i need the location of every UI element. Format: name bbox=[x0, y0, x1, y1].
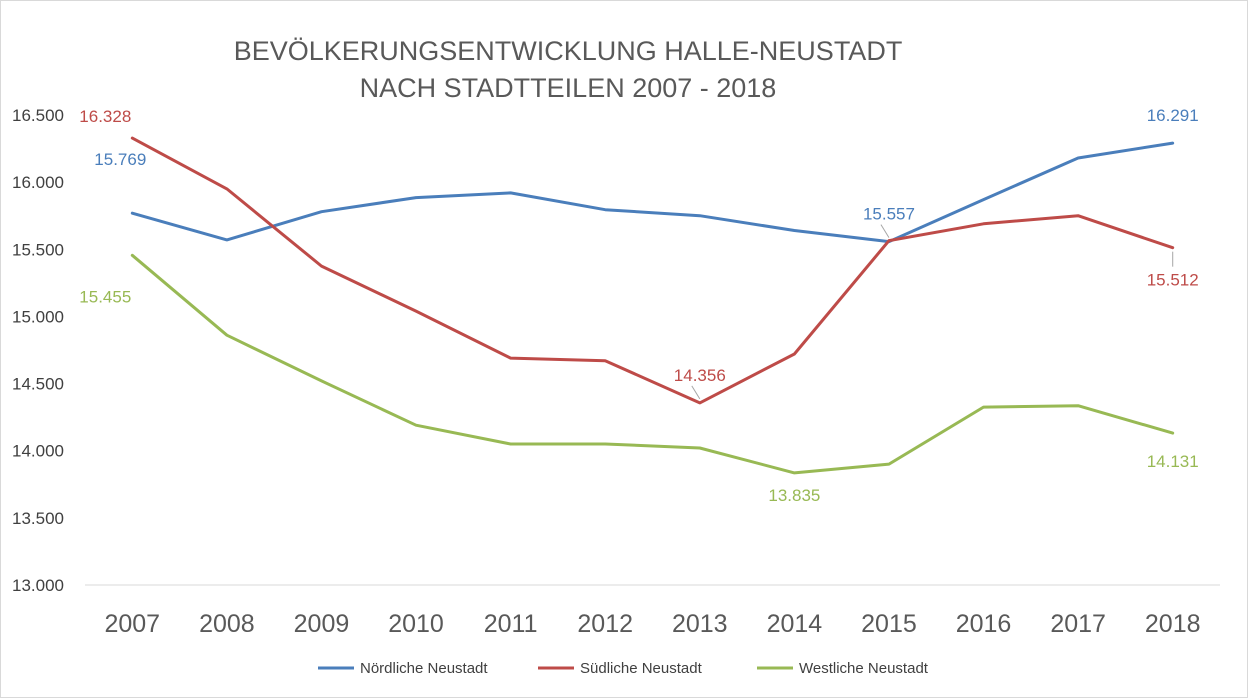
x-tick-label: 2013 bbox=[672, 610, 728, 638]
x-axis-ticks: 2007 2008 2009 2010 2011 2012 2013 2014 2015 2016… bbox=[104, 610, 1200, 638]
y-tick-label: 14.000 bbox=[12, 442, 64, 461]
x-tick-label: 2017 bbox=[1050, 610, 1106, 638]
y-tick-label: 15.500 bbox=[12, 240, 64, 259]
x-tick-label: 2007 bbox=[104, 610, 160, 638]
data-label: 15.557 bbox=[863, 205, 915, 224]
x-tick-label: 2014 bbox=[767, 610, 823, 638]
y-tick-label: 16.500 bbox=[12, 106, 64, 125]
y-axis-ticks: 13.000 13.500 14.000 14.500 15.000 15.500 16.0… bbox=[12, 106, 64, 595]
data-label: 16.291 bbox=[1147, 106, 1199, 125]
x-tick-label: 2015 bbox=[861, 610, 917, 638]
legend-label: Westliche Neustadt bbox=[799, 660, 929, 677]
data-label: 13.835 bbox=[768, 486, 820, 505]
y-tick-label: 15.000 bbox=[12, 307, 64, 326]
data-label: 16.328 bbox=[79, 107, 131, 126]
x-tick-label: 2008 bbox=[199, 610, 255, 638]
label-leader-line bbox=[691, 385, 701, 400]
leader-lines bbox=[691, 224, 1174, 400]
data-label: 15.455 bbox=[79, 287, 131, 306]
x-tick-label: 2012 bbox=[577, 610, 633, 638]
x-tick-label: 2018 bbox=[1145, 610, 1201, 638]
y-tick-label: 14.500 bbox=[12, 375, 64, 394]
y-tick-label: 16.000 bbox=[12, 173, 64, 192]
x-tick-label: 2011 bbox=[484, 610, 538, 638]
series-line-2 bbox=[130, 253, 1175, 475]
legend-label: Südliche Neustadt bbox=[580, 660, 703, 677]
legend: Nördliche Neustadt Südliche Neustadt Westl… bbox=[318, 660, 929, 677]
y-tick-label: 13.500 bbox=[12, 509, 64, 528]
data-label: 15.512 bbox=[1147, 271, 1199, 290]
data-label: 14.356 bbox=[674, 366, 726, 385]
series-line-0 bbox=[130, 141, 1175, 244]
data-label: 14.131 bbox=[1147, 452, 1199, 471]
chart-title-line-2: NACH STADTTEILEN 2007 - 2018 bbox=[360, 73, 777, 103]
label-leader-line bbox=[880, 224, 890, 238]
x-tick-label: 2010 bbox=[388, 610, 444, 638]
data-label: 15.769 bbox=[94, 150, 146, 169]
x-tick-label: 2009 bbox=[294, 610, 350, 638]
chart-title-line-1: BEVÖLKERUNGSENTWICKLUNG HALLE-NEUSTADT bbox=[234, 36, 903, 66]
legend-label: Nördliche Neustadt bbox=[360, 660, 488, 677]
data-labels: 15.769 15.557 16.291 16.328 14.356 15.512 15.4… bbox=[79, 106, 1198, 505]
series-line-1 bbox=[130, 136, 1175, 405]
x-tick-label: 2016 bbox=[956, 610, 1012, 638]
series-lines bbox=[130, 136, 1175, 475]
y-tick-label: 13.000 bbox=[12, 576, 64, 595]
